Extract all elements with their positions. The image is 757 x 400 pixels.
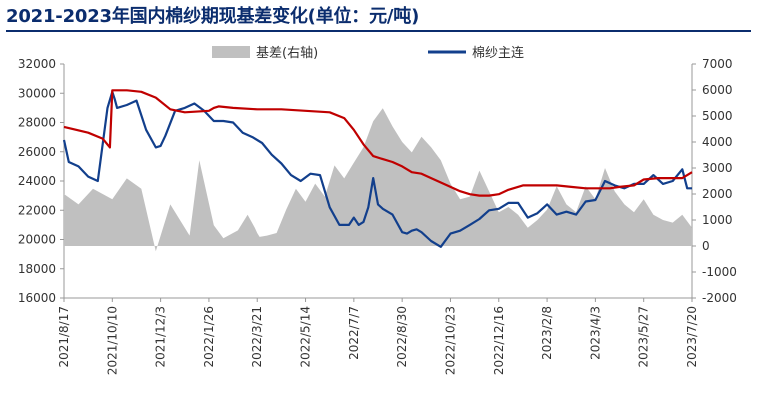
right-tick-label: 0 <box>702 239 710 253</box>
left-axis-ticks: 16000 18000 20000 22000 24000 26000 28000 30000… <box>18 57 64 305</box>
legend-swatch-basis <box>212 46 250 58</box>
x-tick-label: 2022/5/14 <box>299 306 313 368</box>
legend-label-futures: 棉纱主连 <box>472 45 524 61</box>
x-axis-ticks: 2021/8/17 2021/10/10 2021/12/3 2022/1/26 202… <box>57 298 699 375</box>
x-tick-label: 2022/10/23 <box>443 306 457 375</box>
x-tick-label: 2022/3/21 <box>250 306 264 368</box>
series-basis-area <box>64 108 692 252</box>
basis-area-layer <box>64 108 692 252</box>
x-tick-label: 2022/1/26 <box>202 306 216 368</box>
right-tick-label: 4000 <box>702 135 733 149</box>
right-tick-label: 2000 <box>702 187 733 201</box>
series-futures-line <box>62 90 692 248</box>
left-tick-label: 16000 <box>18 291 56 305</box>
right-tick-label: 3000 <box>702 161 733 175</box>
right-tick-label: 5000 <box>702 109 733 123</box>
left-tick-label: 22000 <box>18 203 56 217</box>
right-tick-label: -1000 <box>702 265 737 279</box>
left-tick-label: 20000 <box>18 233 56 247</box>
page-title: 2021-2023年国内棉纱期现基差变化(单位：元/吨) <box>6 6 420 27</box>
x-tick-label: 2023/5/27 <box>637 306 651 368</box>
legend-label-basis: 基差(右轴) <box>256 46 318 61</box>
series-spot-line <box>63 89 693 197</box>
left-tick-label: 24000 <box>18 174 56 188</box>
x-tick-label: 2022/7/7 <box>347 306 361 360</box>
x-tick-label: 2022/12/16 <box>492 306 506 375</box>
right-tick-label: -2000 <box>702 291 737 305</box>
left-tick-label: 32000 <box>18 57 56 71</box>
right-tick-label: 6000 <box>702 83 733 97</box>
x-tick-label: 2021/10/10 <box>105 306 119 375</box>
x-tick-label: 2023/7/20 <box>685 306 699 368</box>
x-tick-label: 2023/2/8 <box>540 306 554 360</box>
x-tick-label: 2021/12/3 <box>154 306 168 368</box>
x-tick-label: 2021/8/17 <box>57 306 71 368</box>
left-tick-label: 28000 <box>18 116 56 130</box>
price-lines-layer <box>62 89 693 248</box>
right-tick-label: 1000 <box>702 213 733 227</box>
title-underline <box>6 30 751 32</box>
left-tick-label: 18000 <box>18 262 56 276</box>
right-axis-ticks: -2000 -1000 0 1000 2000 3000 4000 5000 6000 7000 <box>692 57 737 305</box>
right-tick-label: 7000 <box>702 57 733 71</box>
legend: 基差(右轴) 棉纱主连 <box>212 45 524 61</box>
x-tick-label: 2022/8/30 <box>395 306 409 368</box>
left-tick-label: 30000 <box>18 86 56 100</box>
left-tick-label: 26000 <box>18 145 56 159</box>
x-tick-label: 2023/4/3 <box>588 306 602 360</box>
